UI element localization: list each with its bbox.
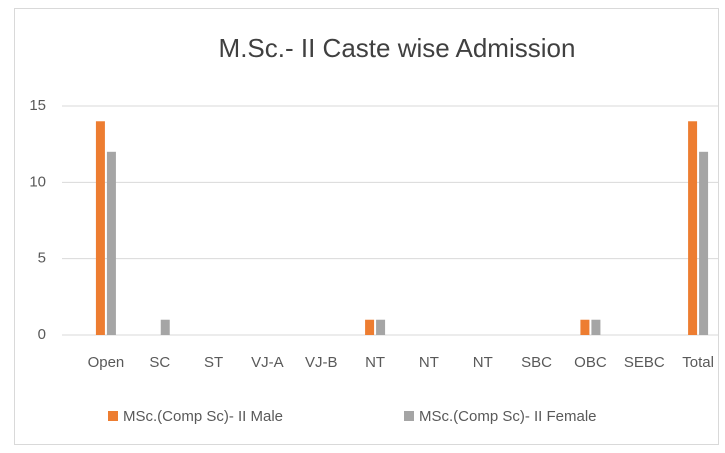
bar — [365, 319, 375, 335]
legend-swatch — [404, 411, 414, 421]
x-tick-label: ST — [204, 354, 223, 371]
bar — [591, 319, 601, 335]
x-tick-label: Total — [682, 354, 714, 371]
legend-label: MSc.(Comp Sc)- II Female — [419, 408, 597, 425]
y-tick-label: 15 — [29, 97, 46, 114]
bar — [95, 121, 105, 336]
bar — [106, 151, 116, 335]
y-tick-label: 5 — [38, 250, 46, 267]
y-tick-label: 0 — [38, 326, 46, 343]
bar — [688, 121, 698, 336]
bar — [699, 151, 709, 335]
chart-border — [14, 8, 719, 445]
x-tick-label: SC — [149, 354, 170, 371]
bar — [580, 319, 590, 335]
x-tick-label: Open — [88, 354, 125, 371]
x-tick-label: NT — [419, 354, 439, 371]
legend-swatch — [108, 411, 118, 421]
legend-label: MSc.(Comp Sc)- II Male — [123, 408, 283, 425]
x-tick-label: SEBC — [624, 354, 665, 371]
x-tick-label: NT — [365, 354, 385, 371]
x-tick-label: OBC — [574, 354, 607, 371]
chart-title: M.Sc.- II Caste wise Admission — [219, 33, 576, 63]
x-tick-label: VJ-A — [251, 354, 284, 371]
x-tick-label: SBC — [521, 354, 552, 371]
x-tick-label: VJ-B — [305, 354, 338, 371]
x-tick-label: NT — [473, 354, 493, 371]
bar — [376, 319, 386, 335]
y-tick-label: 10 — [29, 173, 46, 190]
bar — [160, 319, 170, 335]
